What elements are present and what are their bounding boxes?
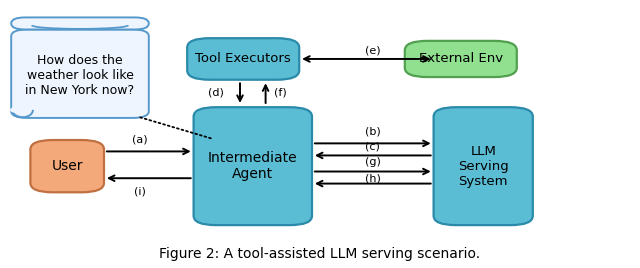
Text: (a): (a) xyxy=(132,134,147,144)
FancyBboxPatch shape xyxy=(30,140,104,192)
Text: (d): (d) xyxy=(209,87,224,98)
Text: Figure 2: A tool-assisted LLM serving scenario.: Figure 2: A tool-assisted LLM serving sc… xyxy=(159,247,481,261)
Circle shape xyxy=(10,107,26,113)
Text: How does the
weather look like
in New York now?: How does the weather look like in New Yo… xyxy=(26,54,134,96)
FancyBboxPatch shape xyxy=(12,29,148,118)
Text: LLM
Serving
System: LLM Serving System xyxy=(458,145,509,188)
FancyBboxPatch shape xyxy=(434,107,532,225)
Text: (f): (f) xyxy=(274,87,287,98)
Text: (h): (h) xyxy=(365,173,380,183)
FancyBboxPatch shape xyxy=(187,38,300,80)
Text: (e): (e) xyxy=(365,46,381,56)
FancyBboxPatch shape xyxy=(193,107,312,225)
FancyBboxPatch shape xyxy=(12,17,148,29)
Text: (i): (i) xyxy=(134,187,145,197)
Text: Tool Executors: Tool Executors xyxy=(195,53,291,65)
Text: (b): (b) xyxy=(365,126,380,136)
Text: User: User xyxy=(51,159,83,173)
Text: External Env: External Env xyxy=(419,53,503,65)
Text: (c): (c) xyxy=(365,141,380,151)
Text: Intermediate
Agent: Intermediate Agent xyxy=(208,151,298,181)
FancyBboxPatch shape xyxy=(404,41,517,77)
Text: (g): (g) xyxy=(365,157,380,167)
